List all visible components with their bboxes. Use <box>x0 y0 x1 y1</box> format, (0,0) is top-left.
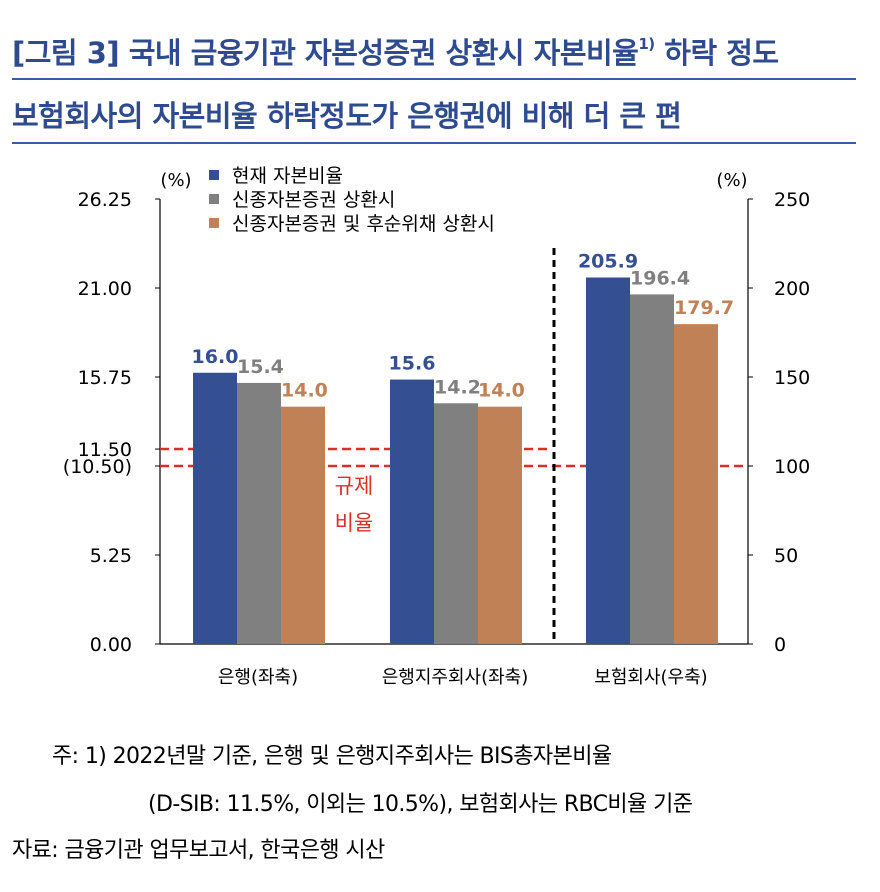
source-line: 자료: 금융기관 업무보고서, 한국은행 시산 <box>12 838 385 863</box>
left-tick-label: 5.25 <box>90 545 132 567</box>
legend-swatch <box>209 170 219 180</box>
legend-label: 신종자본증권 및 후순위채 상환시 <box>232 213 495 235</box>
bar-value-label: 15.6 <box>389 353 436 375</box>
bar-value-label: 15.4 <box>237 356 284 378</box>
left-tick-label: 11.50 <box>78 439 132 461</box>
bar-chart: 0.00 5.25 (10.50)11.50 15.75 21.00 26.25 0 50 10… <box>63 165 810 688</box>
left-tick-label: 21.00 <box>78 278 132 300</box>
bar-value-label: 14.0 <box>281 380 328 402</box>
right-tick-label: 100 <box>774 456 810 478</box>
bar-value-label: 205.9 <box>578 250 638 272</box>
footnote-marker: 1) <box>638 35 655 53</box>
category-label: 은행(좌축) <box>218 667 298 688</box>
right-tick-label: 200 <box>774 278 810 300</box>
legend-label: 현재 자본비율 <box>232 165 343 187</box>
left-axis-unit: (%) <box>160 170 191 191</box>
right-tick-label: 50 <box>774 545 798 567</box>
bar <box>390 379 434 644</box>
chart-title: [그림 3] 국내 금융기관 자본성증권 상환시 자본비율1) 하락 정도 <box>12 30 779 72</box>
bar <box>478 406 522 644</box>
left-tick-label: (10.50) <box>63 456 132 478</box>
bar <box>434 403 478 644</box>
right-tick-label: 250 <box>774 189 810 211</box>
bar-value-label: 14.0 <box>478 380 525 402</box>
left-tick-label: 26.25 <box>78 189 132 211</box>
footnote-line-1: 주: 1) 2022년말 기준, 은행 및 은행지주회사는 BIS총자본비율 <box>52 744 612 769</box>
bar <box>674 324 718 644</box>
legend-swatch <box>209 194 219 204</box>
title-rule <box>12 78 856 80</box>
bar-value-label: 179.7 <box>674 297 734 319</box>
left-tick-label: 0.00 <box>90 634 132 656</box>
footnote-line-2: (D-SIB: 11.5%, 이외는 10.5%), 보험회사는 RBC비율 기… <box>148 792 693 817</box>
chart-subtitle: 보험회사의 자본비율 하락정도가 은행권에 비해 더 큰 편 <box>12 99 682 133</box>
bar-value-label: 196.4 <box>630 267 690 289</box>
right-tick-label: 0 <box>774 634 786 656</box>
bar <box>630 294 674 644</box>
category-label: 은행지주회사(좌축) <box>382 667 529 688</box>
chart-title-suffix: 하락 정도 <box>654 36 779 70</box>
regulatory-threshold-label: 비율 <box>335 511 374 535</box>
left-tick-label: 15.75 <box>78 367 132 389</box>
bar <box>281 406 325 644</box>
legend-swatch <box>209 218 219 228</box>
right-axis-unit: (%) <box>716 170 747 191</box>
right-tick-label: 150 <box>774 367 810 389</box>
legend-label: 신종자본증권 상환시 <box>232 189 395 211</box>
regulatory-threshold-label: 규제 <box>335 474 374 498</box>
subtitle-rule <box>12 142 856 144</box>
bar-value-label: 16.0 <box>192 346 239 368</box>
bar-value-label: 14.2 <box>434 376 481 398</box>
bar <box>237 382 281 644</box>
category-label: 보험회사(우축) <box>594 667 707 688</box>
bar <box>586 277 630 644</box>
bar <box>193 372 237 644</box>
chart-title-prefix: [그림 3] 국내 금융기관 자본성증권 상환시 자본비율 <box>12 36 639 70</box>
